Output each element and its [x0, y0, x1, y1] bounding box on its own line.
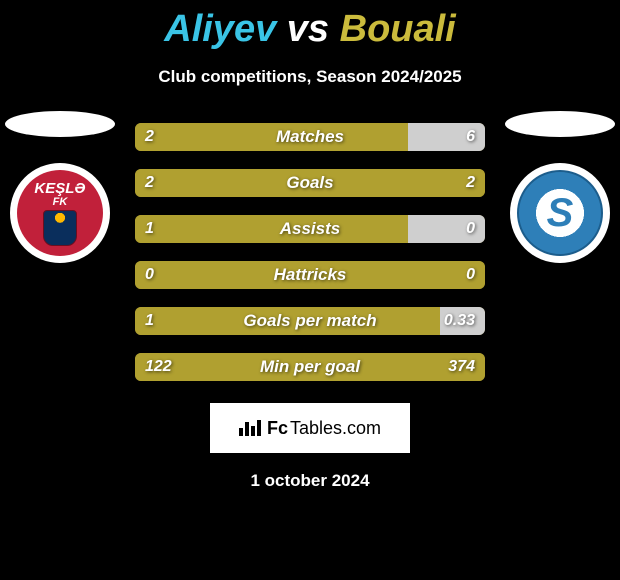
- stats-bars: 26Matches 22Goals 10Assists 00Hattricks 10.3…: [135, 123, 485, 381]
- subtitle: Club competitions, Season 2024/2025: [0, 67, 620, 87]
- footer-date: 1 october 2024: [0, 471, 620, 491]
- stat-label: Matches: [135, 123, 485, 151]
- brand-suffix: Tables.com: [290, 418, 381, 439]
- stat-label: Goals: [135, 169, 485, 197]
- right-club-column: S: [500, 111, 620, 263]
- left-ellipse-decoration: [5, 111, 115, 137]
- club-right-initial: S: [547, 191, 574, 236]
- player-right-name: Bouali: [340, 8, 456, 50]
- stat-row: 10.33Goals per match: [135, 307, 485, 335]
- comparison-content: KEŞLƏ FK S 26Matches 22Goals 10Assists 00Ha…: [0, 123, 620, 381]
- left-club-badge: KEŞLƏ FK: [10, 163, 110, 263]
- stat-row: 122374Min per goal: [135, 353, 485, 381]
- vs-separator: vs: [287, 8, 329, 50]
- stat-label: Hattricks: [135, 261, 485, 289]
- kesla-crest-icon: [43, 210, 77, 246]
- right-ellipse-decoration: [505, 111, 615, 137]
- bar-chart-icon: [239, 420, 261, 436]
- brand-prefix: Fc: [267, 418, 288, 439]
- brand-logo: FcTables.com: [210, 403, 410, 453]
- player-left-name: Aliyev: [164, 8, 276, 50]
- stat-label: Min per goal: [135, 353, 485, 381]
- stat-label: Assists: [135, 215, 485, 243]
- stat-label: Goals per match: [135, 307, 485, 335]
- left-club-column: KEŞLƏ FK: [0, 111, 120, 263]
- stat-row: 00Hattricks: [135, 261, 485, 289]
- stat-row: 10Assists: [135, 215, 485, 243]
- right-badge-inner: S: [517, 170, 603, 256]
- stat-row: 22Goals: [135, 169, 485, 197]
- club-left-sub: FK: [53, 196, 68, 208]
- page-title: Aliyev vs Bouali: [0, 0, 620, 51]
- kesla-badge-inner: KEŞLƏ FK: [17, 170, 103, 256]
- club-left-name: KEŞLƏ: [34, 180, 85, 197]
- stat-row: 26Matches: [135, 123, 485, 151]
- right-club-badge: S: [510, 163, 610, 263]
